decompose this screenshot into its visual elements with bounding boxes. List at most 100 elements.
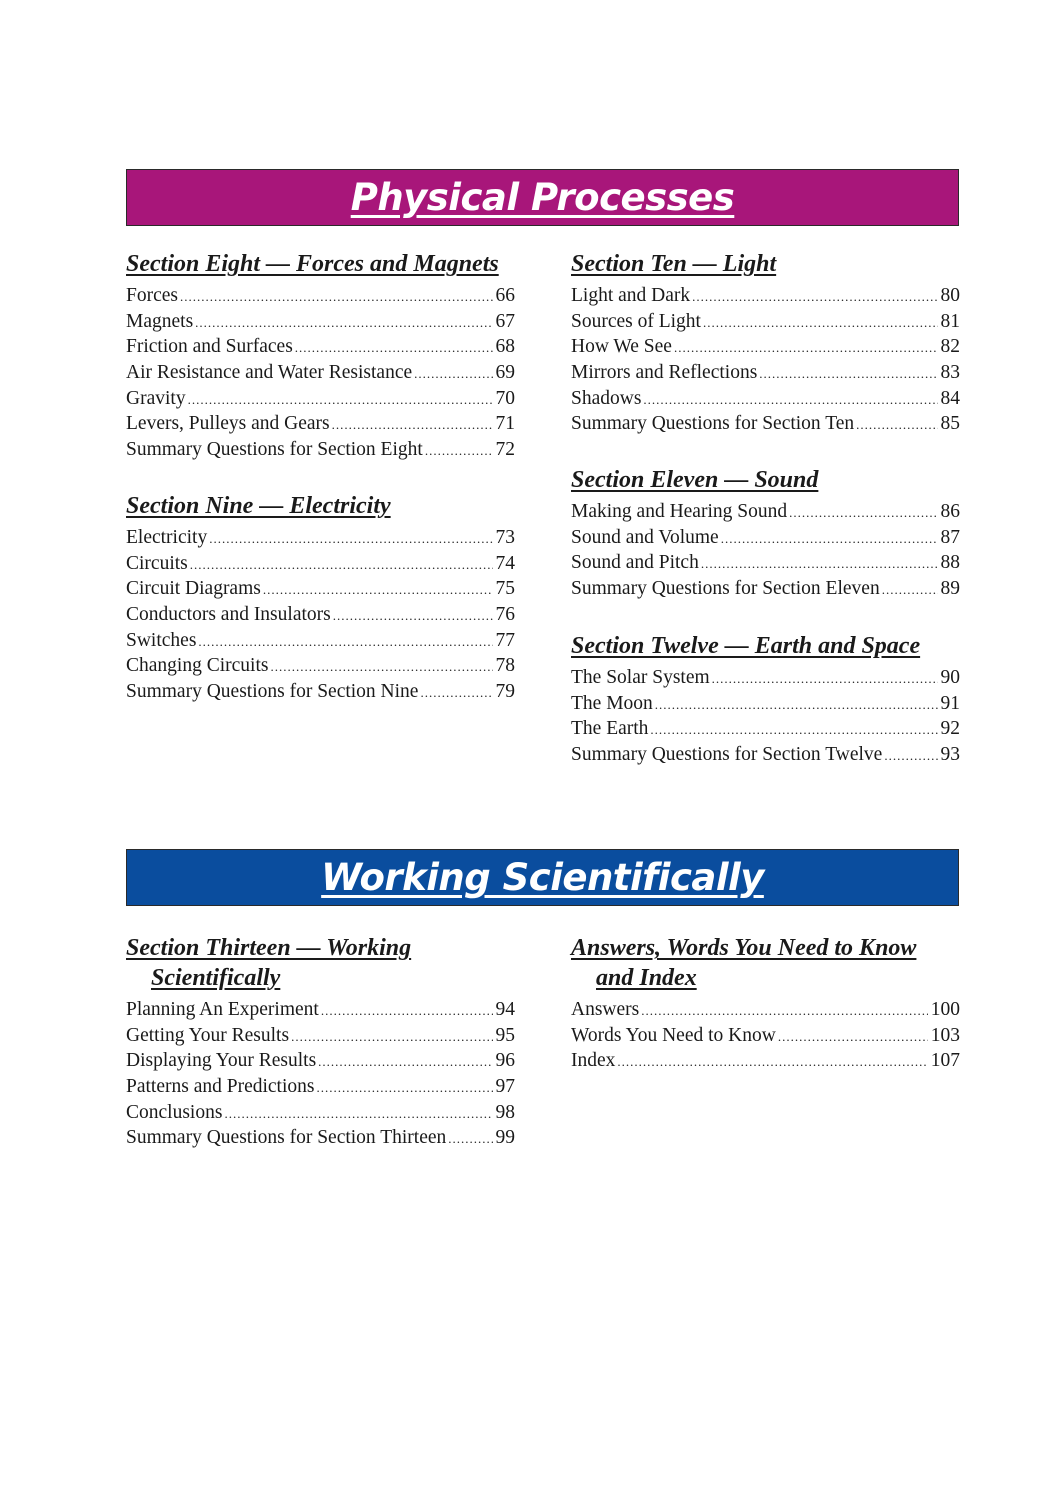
toc-entry[interactable]: Levers, Pulleys and Gears 71 [126,411,515,437]
page-number: 81 [940,310,961,332]
toc-section: Section Nine — Electricity Electricity 73 C… [126,491,515,705]
page-number: 76 [495,604,516,626]
toc-entry[interactable]: Electricity 73 [126,525,515,551]
page-number: 86 [940,501,961,522]
dot-leader [332,412,493,438]
entry-title: Summary Questions for Section Twelve [571,744,883,766]
page-number: 88 [940,552,961,574]
dot-leader [195,310,492,336]
toc-entry[interactable]: Light and Dark 80 [571,283,960,309]
toc-entry[interactable]: Summary Questions for Section Eleven 89 [571,576,960,602]
toc-entry[interactable]: Circuits 74 [126,551,515,577]
entry-title: Summary Questions for Section Ten [571,413,855,435]
dot-leader [291,1024,492,1050]
section-heading: Answers, Words You Need to Know and Index [571,933,960,993]
page-number: 68 [495,336,516,358]
entry-title: Light and Dark [571,285,691,306]
toc-entry[interactable]: Shadows 84 [571,386,960,412]
toc-entry[interactable]: How We See 82 [571,334,960,360]
dot-leader [190,552,493,578]
toc-entry[interactable]: Circuit Diagrams 75 [126,576,515,602]
toc-entry[interactable]: Index 107 [571,1048,960,1074]
dot-leader [425,438,493,464]
dot-leader [703,310,938,336]
page-number: 73 [495,527,516,548]
page-number: 99 [495,1127,516,1149]
toc-section: Section Eight — Forces and Magnets Forces… [126,249,515,463]
banner-title: Working Scientifically [321,856,764,899]
toc-entry[interactable]: The Moon 91 [571,691,960,717]
page-number: 82 [940,336,961,358]
section-heading: Section Thirteen — Working Scientifically [126,933,515,993]
entry-title: Answers [571,999,640,1020]
toc-entry[interactable]: Mirrors and Reflections 83 [571,360,960,386]
toc-entry[interactable]: Words You Need to Know 103 [571,1023,960,1049]
toc-entry[interactable]: Answers 100 [571,997,960,1023]
toc-section: Section Ten — Light Light and Dark 80 Sourc… [571,249,960,437]
page-number: 74 [495,552,516,574]
entry-title: Summary Questions for Section Thirteen [126,1127,447,1149]
toc-entry[interactable]: Conductors and Insulators 76 [126,602,515,628]
dot-leader [333,603,493,629]
toc-entry[interactable]: Conclusions 98 [126,1100,515,1126]
dot-leader [650,717,937,743]
dot-leader [198,629,492,655]
entry-title: Sound and Pitch [571,552,699,574]
page-number: 83 [940,362,961,384]
toc-entry[interactable]: Forces 66 [126,283,515,309]
toc-entry[interactable]: Patterns and Predictions 97 [126,1074,515,1100]
toc-entry[interactable]: Planning An Experiment 94 [126,997,515,1023]
toc-entry[interactable]: Displaying Your Results 96 [126,1048,515,1074]
toc-entry[interactable]: Sound and Pitch 88 [571,550,960,576]
toc-entry[interactable]: Summary Questions for Section Eight 72 [126,437,515,463]
toc-entry[interactable]: Switches 77 [126,628,515,654]
section-heading-line: Section Eleven — Sound [571,467,819,493]
entry-title: The Solar System [571,667,710,688]
page-number: 107 [930,1050,960,1072]
toc-entry[interactable]: Friction and Surfaces 68 [126,334,515,360]
section-heading: Section Ten — Light [571,249,960,279]
dot-leader [321,998,493,1024]
toc-section: Section Eleven — Sound Making and Hearing… [571,465,960,602]
dot-leader [224,1101,492,1127]
toc-entry[interactable]: Gravity 70 [126,386,515,412]
toc-entry[interactable]: The Earth 92 [571,716,960,742]
entry-title: Index [571,1050,616,1072]
toc-section: Answers, Words You Need to Know and Index… [571,933,960,1074]
section-heading-line: Section Eight — Forces and Magnets [126,251,499,277]
entry-title: The Moon [571,692,653,714]
entry-title: Conductors and Insulators [126,604,331,626]
toc-entry[interactable]: Getting Your Results 95 [126,1023,515,1049]
entry-title: Changing Circuits [126,655,269,677]
toc-entry[interactable]: The Solar System 90 [571,665,960,691]
toc-entry[interactable]: Magnets 67 [126,309,515,335]
page-number: 72 [495,439,516,461]
toc-entry[interactable]: Making and Hearing Sound 86 [571,499,960,525]
toc-entry[interactable]: Summary Questions for Section Thirteen 99 [126,1125,515,1151]
page-number: 70 [495,387,516,409]
toc-entry[interactable]: Summary Questions for Section Twelve 93 [571,742,960,768]
section-heading: Section Eight — Forces and Magnets [126,249,515,279]
toc-section: Section Twelve — Earth and Space The Sola… [571,631,960,768]
section-heading: Section Nine — Electricity [126,491,515,521]
page-number: 69 [495,362,516,384]
toc-entry[interactable]: Summary Questions for Section Nine 79 [126,679,515,705]
page-number: 93 [940,744,961,766]
entry-title: Getting Your Results [126,1024,290,1046]
toc-entry[interactable]: Changing Circuits 78 [126,653,515,679]
dot-leader [789,500,937,526]
page-number: 103 [930,1024,960,1046]
banner-title: Physical Processes [350,176,735,219]
entry-title: Switches [126,629,197,651]
dot-leader [712,666,938,692]
entry-title: Planning An Experiment [126,999,319,1020]
toc-entry[interactable]: Summary Questions for Section Ten 85 [571,411,960,437]
toc-entry[interactable]: Air Resistance and Water Resistance 69 [126,360,515,386]
page-number: 96 [495,1050,516,1072]
toc-entry[interactable]: Sources of Light 81 [571,309,960,335]
entry-title: Gravity [126,387,186,409]
dot-leader [643,387,937,413]
dot-leader [180,284,493,310]
entry-title: Air Resistance and Water Resistance [126,362,413,384]
toc-entry[interactable]: Sound and Volume 87 [571,525,960,551]
